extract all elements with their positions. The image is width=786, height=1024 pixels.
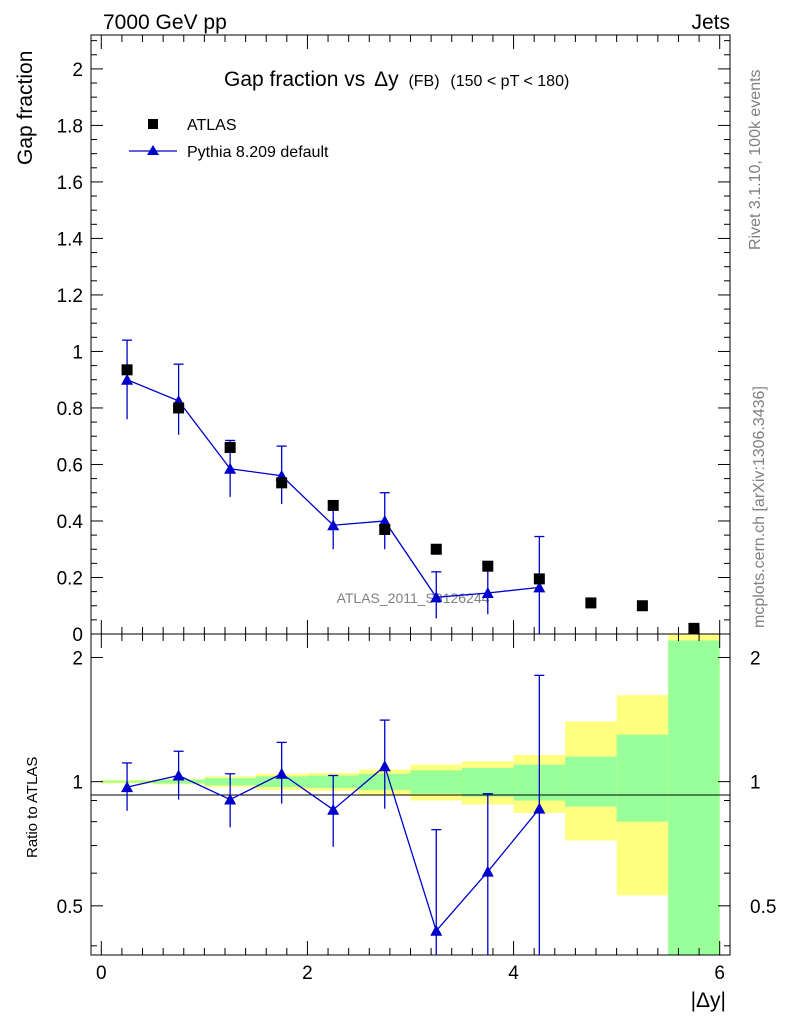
atlas-data-point xyxy=(121,364,133,376)
green-band-bin xyxy=(668,640,720,955)
legend-atlas-label: ATLAS xyxy=(187,117,237,134)
main-pythia-point xyxy=(378,514,391,526)
main-pythia-line xyxy=(126,379,540,598)
mcplots-reference-label: mcplots.cern.ch [arXiv:1306.3436] xyxy=(751,386,768,628)
x-axis-title: |Δy| xyxy=(691,989,726,1012)
atlas-data-point xyxy=(224,442,236,454)
x-tick-label: 4 xyxy=(508,963,519,984)
atlas-data-point xyxy=(430,543,442,555)
ratio-y-tick-label-right: 2 xyxy=(750,648,761,669)
green-band-bin xyxy=(616,734,669,822)
legend: ATLAS Pythia 8.209 default xyxy=(129,117,329,161)
atlas-data-point xyxy=(482,560,494,572)
main-y-tick-label: 0.2 xyxy=(57,568,83,589)
main-y-tick-label: 0.6 xyxy=(57,455,83,476)
chart-title-range: (150 < pT < 180) xyxy=(450,73,569,90)
legend-pythia-marker xyxy=(147,145,159,155)
process-label: Jets xyxy=(691,11,730,34)
atlas-data-point xyxy=(379,523,391,535)
legend-pythia-label: Pythia 8.209 default xyxy=(187,144,329,161)
atlas-data-point xyxy=(276,477,288,489)
ratio-pythia-point xyxy=(533,802,546,814)
main-pythia-point xyxy=(121,373,134,385)
ratio-pythia-point xyxy=(275,767,288,779)
ratio-pythia-point xyxy=(172,769,185,781)
main-y-tick-label: 0.8 xyxy=(57,399,83,420)
main-y-tick-label: 0 xyxy=(72,625,83,646)
ratio-y-axis-title: Ratio to ATLAS xyxy=(24,757,41,858)
green-band-bin xyxy=(462,767,514,797)
ratio-y-tick-label: 1 xyxy=(72,773,83,794)
atlas-data-point xyxy=(585,597,597,609)
ratio-pythia-point xyxy=(430,924,443,936)
ratio-pythia-point xyxy=(121,781,134,793)
main-pythia-point xyxy=(533,581,546,593)
main-y-tick-label: 2 xyxy=(72,60,83,81)
x-tick-label: 6 xyxy=(714,963,725,984)
chart-title-main: Gap fraction vs xyxy=(224,68,365,91)
ratio-pythia-point xyxy=(378,760,391,772)
ratio-y-tick-label-right: 0.5 xyxy=(750,897,776,918)
main-y-tick-label: 1.8 xyxy=(57,116,83,137)
atlas-data-point xyxy=(173,402,185,414)
main-pythia-point xyxy=(327,519,340,531)
atlas-data-point xyxy=(327,499,339,511)
main-y-tick-label: 0.4 xyxy=(57,512,84,533)
chart-title: Gap fraction vs Δy (FB) (150 < pT < 180) xyxy=(224,68,569,91)
ratio-pythia-series xyxy=(121,674,546,955)
ratio-y-tick-label: 0.5 xyxy=(57,897,83,918)
main-y-axis-title: Gap fraction xyxy=(14,51,37,165)
main-y-tick-label: 1.2 xyxy=(57,286,83,307)
main-y-tick-label: 1.4 xyxy=(57,229,84,250)
atlas-data-point xyxy=(533,573,545,585)
x-tick-label: 0 xyxy=(96,963,107,984)
green-band-bin xyxy=(410,770,463,794)
chart-title-symbol: Δy xyxy=(374,68,399,91)
main-pythia-point xyxy=(481,587,494,599)
main-pythia-point xyxy=(224,462,237,474)
ratio-y-tick-label: 2 xyxy=(72,648,83,669)
main-y-tick-label: 1 xyxy=(72,342,83,363)
legend-atlas-marker xyxy=(148,119,158,129)
analysis-watermark: ATLAS_2011_S9126244 xyxy=(337,590,490,606)
ratio-pythia-point xyxy=(481,865,494,877)
main-atlas-series xyxy=(121,364,700,634)
rivet-version-label: Rivet 3.1.10, 100k events xyxy=(747,69,764,250)
x-axis: 0 2 4 6 xyxy=(96,35,725,984)
main-y-axis: 0 0.2 0.4 0.6 0.8 1 1.2 1.4 1.6 1.8 2 xyxy=(57,40,730,646)
main-pythia-point xyxy=(430,591,443,603)
x-tick-label: 2 xyxy=(302,963,313,984)
main-y-tick-label: 1.6 xyxy=(57,173,83,194)
ratio-pythia-point xyxy=(327,803,340,815)
ratio-y-tick-label-right: 1 xyxy=(750,773,761,794)
ratio-uncertainty-bands xyxy=(101,634,720,955)
collision-energy-label: 7000 GeV pp xyxy=(103,11,227,34)
atlas-data-point xyxy=(636,600,648,612)
green-band-bin xyxy=(565,756,617,807)
ratio-pythia-point xyxy=(224,793,237,805)
ratio-y-axis: 0.5 0.5 1 1 2 2 xyxy=(57,648,776,947)
atlas-data-point xyxy=(688,622,700,634)
chart-title-sub: (FB) xyxy=(408,73,439,90)
